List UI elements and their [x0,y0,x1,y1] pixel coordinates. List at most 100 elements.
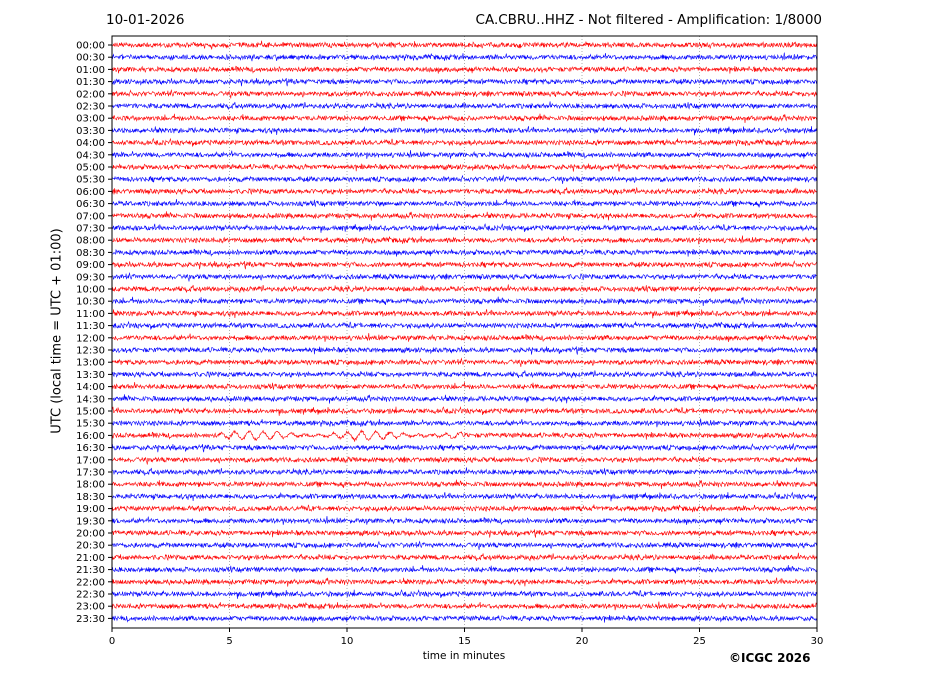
y-tick-label: 14:00 [76,382,105,393]
y-tick-label: 08:00 [76,236,105,247]
y-tick-label: 19:00 [76,504,105,515]
y-tick-label: 15:00 [76,407,105,418]
trace-2000 [111,529,818,538]
y-tick-label: 00:30 [76,53,105,64]
y-tick-label: 11:30 [76,321,105,332]
y-tick-label: 21:00 [76,553,105,564]
y-tick-label: 17:00 [76,455,105,466]
y-tick-label: 03:00 [76,114,105,125]
trace-0930 [111,271,818,282]
plot-frame [111,35,818,629]
trace-0200 [111,88,818,99]
x-tick-label-0: 0 [109,636,115,647]
y-tick-label: 10:00 [76,285,105,296]
trace-2300 [111,601,818,611]
trace-1200 [111,333,818,343]
trace-0300 [111,113,818,124]
trace-0330 [111,126,818,136]
x-tick-label-30: 30 [811,636,824,647]
y-tick-label: 10:30 [76,297,105,308]
y-tick-label: 00:00 [76,41,105,52]
trace-1300 [111,357,818,367]
trace-0430 [111,150,818,160]
trace-0400 [111,137,818,147]
trace-0230 [111,101,818,111]
y-tick-label: 06:30 [76,199,105,210]
y-tick-label: 13:30 [76,370,105,381]
trace-0030 [111,52,818,62]
seismic-traces [111,40,818,623]
y-tick-label: 19:30 [76,516,105,527]
x-tick-label-20: 20 [576,636,589,647]
y-tick-label: 08:30 [76,248,105,259]
trace-1530 [111,418,818,428]
y-tick-label: 13:00 [76,358,105,369]
trace-0530 [111,174,818,184]
trace-1030 [111,296,818,307]
y-axis-label: UTC (local time = UTC + 01:00) [49,228,65,434]
trace-0600 [111,187,818,196]
x-axis-ticks: 0 5 10 15 20 25 30 [109,628,824,647]
x-tick-label-25: 25 [693,636,706,647]
y-tick-label: 09:30 [76,272,105,283]
x-axis-label: time in minutes [422,650,506,662]
y-tick-label: 11:00 [76,309,105,320]
trace-1400 [111,381,818,391]
trace-0100 [111,65,818,74]
y-tick-label: 06:00 [76,187,105,198]
trace-0800 [111,235,818,245]
y-tick-label: 07:00 [76,211,105,222]
y-tick-label: 05:30 [76,175,105,186]
trace-0630 [111,198,818,208]
x-tick-label-15: 15 [458,636,471,647]
y-tick-label: 21:30 [76,565,105,576]
trace-1800 [111,479,818,490]
trace-1700 [111,456,818,465]
y-tick-label: 16:30 [76,443,105,454]
y-tick-label: 04:00 [76,138,105,149]
y-tick-label: 01:00 [76,65,105,76]
y-tick-label: 18:00 [76,480,105,491]
x-tick-label-5: 5 [226,636,232,647]
y-tick-label: 23:00 [76,602,105,613]
y-tick-label: 16:00 [76,431,105,442]
y-tick-label: 17:30 [76,468,105,479]
y-tick-label: 02:00 [76,89,105,100]
y-tick-label: 23:30 [76,614,105,625]
y-tick-label: 18:30 [76,492,105,503]
trace-2230 [111,589,818,599]
y-tick-label: 14:30 [76,394,105,405]
y-tick-label: 01:30 [76,77,105,88]
y-tick-label: 07:30 [76,224,105,235]
trace-0130 [111,77,818,87]
trace-0830 [111,248,818,257]
y-tick-label: 04:30 [76,150,105,161]
y-tick-label: 22:00 [76,577,105,588]
y-tick-label: 09:00 [76,260,105,271]
trace-2030 [111,540,818,550]
record-date: 10-01-2026 [106,12,185,28]
y-tick-label: 02:30 [76,102,105,113]
y-tick-label: 22:30 [76,590,105,601]
copyright-notice: ©ICGC 2026 [729,651,811,665]
trace-1230 [111,346,818,355]
trace-1900 [111,504,818,513]
y-tick-label: 05:00 [76,163,105,174]
y-tick-label: 20:30 [76,541,105,552]
trace-1130 [111,320,818,330]
y-tick-label: 20:00 [76,529,105,540]
trace-1330 [111,370,818,379]
trace-1100 [111,309,818,319]
trace-0500 [111,163,818,172]
trace-1830 [111,491,818,502]
vertical-grid-lines [229,36,700,628]
y-tick-label: 12:30 [76,346,105,357]
station-title: CA.CBRU..HHZ - Not filtered - Amplificat… [475,12,822,28]
trace-2100 [111,552,818,562]
x-tick-label-10: 10 [341,636,354,647]
y-tick-label: 12:00 [76,333,105,344]
y-tick-label: 15:30 [76,419,105,430]
trace-1930 [111,516,818,526]
trace-2130 [111,565,818,574]
